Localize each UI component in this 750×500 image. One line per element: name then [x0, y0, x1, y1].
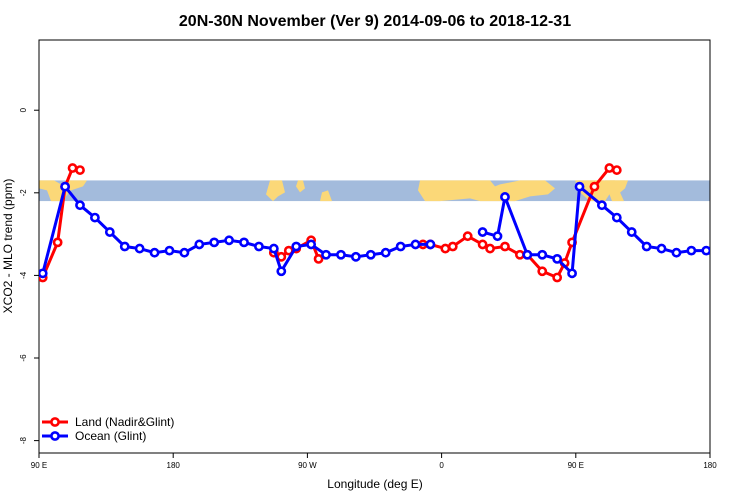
data-point — [611, 165, 622, 175]
data-point — [194, 239, 205, 250]
legend-marker — [50, 431, 60, 441]
land-patch — [296, 180, 305, 193]
data-point — [224, 235, 235, 246]
series-line — [482, 185, 707, 275]
data-point — [641, 241, 652, 252]
series-layer — [39, 163, 710, 283]
data-point — [656, 243, 667, 254]
data-point — [589, 181, 600, 192]
data-point — [39, 268, 48, 279]
data-point — [268, 243, 279, 254]
x-tick-label: 90 W — [298, 461, 317, 470]
plot-frame — [38, 39, 711, 454]
data-point — [552, 253, 563, 264]
legend-marker — [50, 417, 60, 427]
data-point — [574, 181, 585, 192]
data-point — [365, 249, 376, 260]
data-point — [164, 245, 175, 256]
y-tick-label: 0 — [19, 107, 28, 112]
legend-label: Land (Nadir&Glint) — [75, 415, 174, 429]
data-point — [522, 249, 533, 260]
data-point — [410, 239, 421, 250]
data-point — [291, 241, 302, 252]
data-point — [380, 247, 391, 258]
x-tick-label: 90 E — [31, 461, 47, 470]
data-point — [52, 237, 63, 248]
data-point — [671, 247, 682, 258]
y-axis: 0 -2 -4 -6 -8 — [19, 107, 39, 444]
x-tick-label: 90 E — [568, 461, 584, 470]
data-point — [239, 237, 249, 248]
data-point — [134, 243, 145, 254]
data-point — [313, 253, 324, 264]
x-axis: 90 E 180 90 W 0 90 E 180 — [31, 453, 717, 470]
data-point — [119, 241, 130, 252]
data-point — [477, 227, 488, 237]
data-point — [67, 163, 78, 173]
data-point — [425, 239, 436, 250]
data-point — [440, 243, 451, 254]
data-point — [552, 272, 563, 283]
data-point — [462, 231, 473, 242]
data-point — [395, 241, 406, 252]
data-point — [500, 241, 510, 252]
y-axis-label: XCO2 - MLO trend (ppm) — [1, 179, 15, 314]
data-point — [537, 266, 548, 277]
x-tick-label: 0 — [439, 461, 444, 470]
data-point — [209, 237, 220, 248]
data-point — [514, 249, 525, 260]
data-point — [149, 247, 160, 258]
land-patch — [418, 180, 555, 202]
data-point — [447, 241, 458, 252]
y-tick-label: -2 — [19, 189, 28, 197]
data-point — [686, 245, 697, 256]
data-point — [276, 266, 287, 277]
x-tick-label: 180 — [167, 461, 181, 470]
data-point — [60, 181, 70, 192]
data-point — [567, 268, 577, 279]
data-point — [500, 192, 510, 202]
data-point — [485, 243, 495, 254]
land-patch — [605, 180, 628, 195]
legend: Land (Nadir&Glint)Ocean (Glint) — [42, 415, 174, 443]
y-tick-label: -8 — [19, 437, 28, 445]
data-point — [104, 227, 115, 237]
data-point — [254, 241, 264, 252]
data-point — [596, 200, 607, 211]
data-point — [492, 231, 503, 242]
data-point — [611, 212, 622, 223]
data-point — [90, 212, 100, 223]
data-point — [604, 163, 615, 173]
data-point — [75, 200, 85, 211]
data-point — [321, 249, 331, 260]
data-point — [306, 239, 317, 250]
chart-title: 20N-30N November (Ver 9) 2014-09-06 to 2… — [179, 13, 571, 30]
y-tick-label: -6 — [19, 354, 28, 362]
data-point — [350, 251, 361, 262]
data-point — [701, 245, 710, 256]
world-map-strip — [39, 180, 710, 202]
y-tick-label: -4 — [19, 271, 28, 279]
data-point — [537, 249, 548, 260]
land-patch — [320, 190, 332, 202]
data-point — [75, 165, 85, 175]
x-axis-label: Longitude (deg E) — [327, 477, 422, 491]
x-tick-label: 180 — [703, 461, 717, 470]
data-point — [477, 239, 488, 250]
data-point — [626, 227, 637, 237]
series-1 — [39, 181, 710, 279]
land-patch — [266, 180, 285, 202]
legend-label: Ocean (Glint) — [75, 429, 146, 443]
data-point — [179, 247, 190, 258]
land-patch — [575, 180, 620, 202]
data-point — [336, 249, 346, 260]
